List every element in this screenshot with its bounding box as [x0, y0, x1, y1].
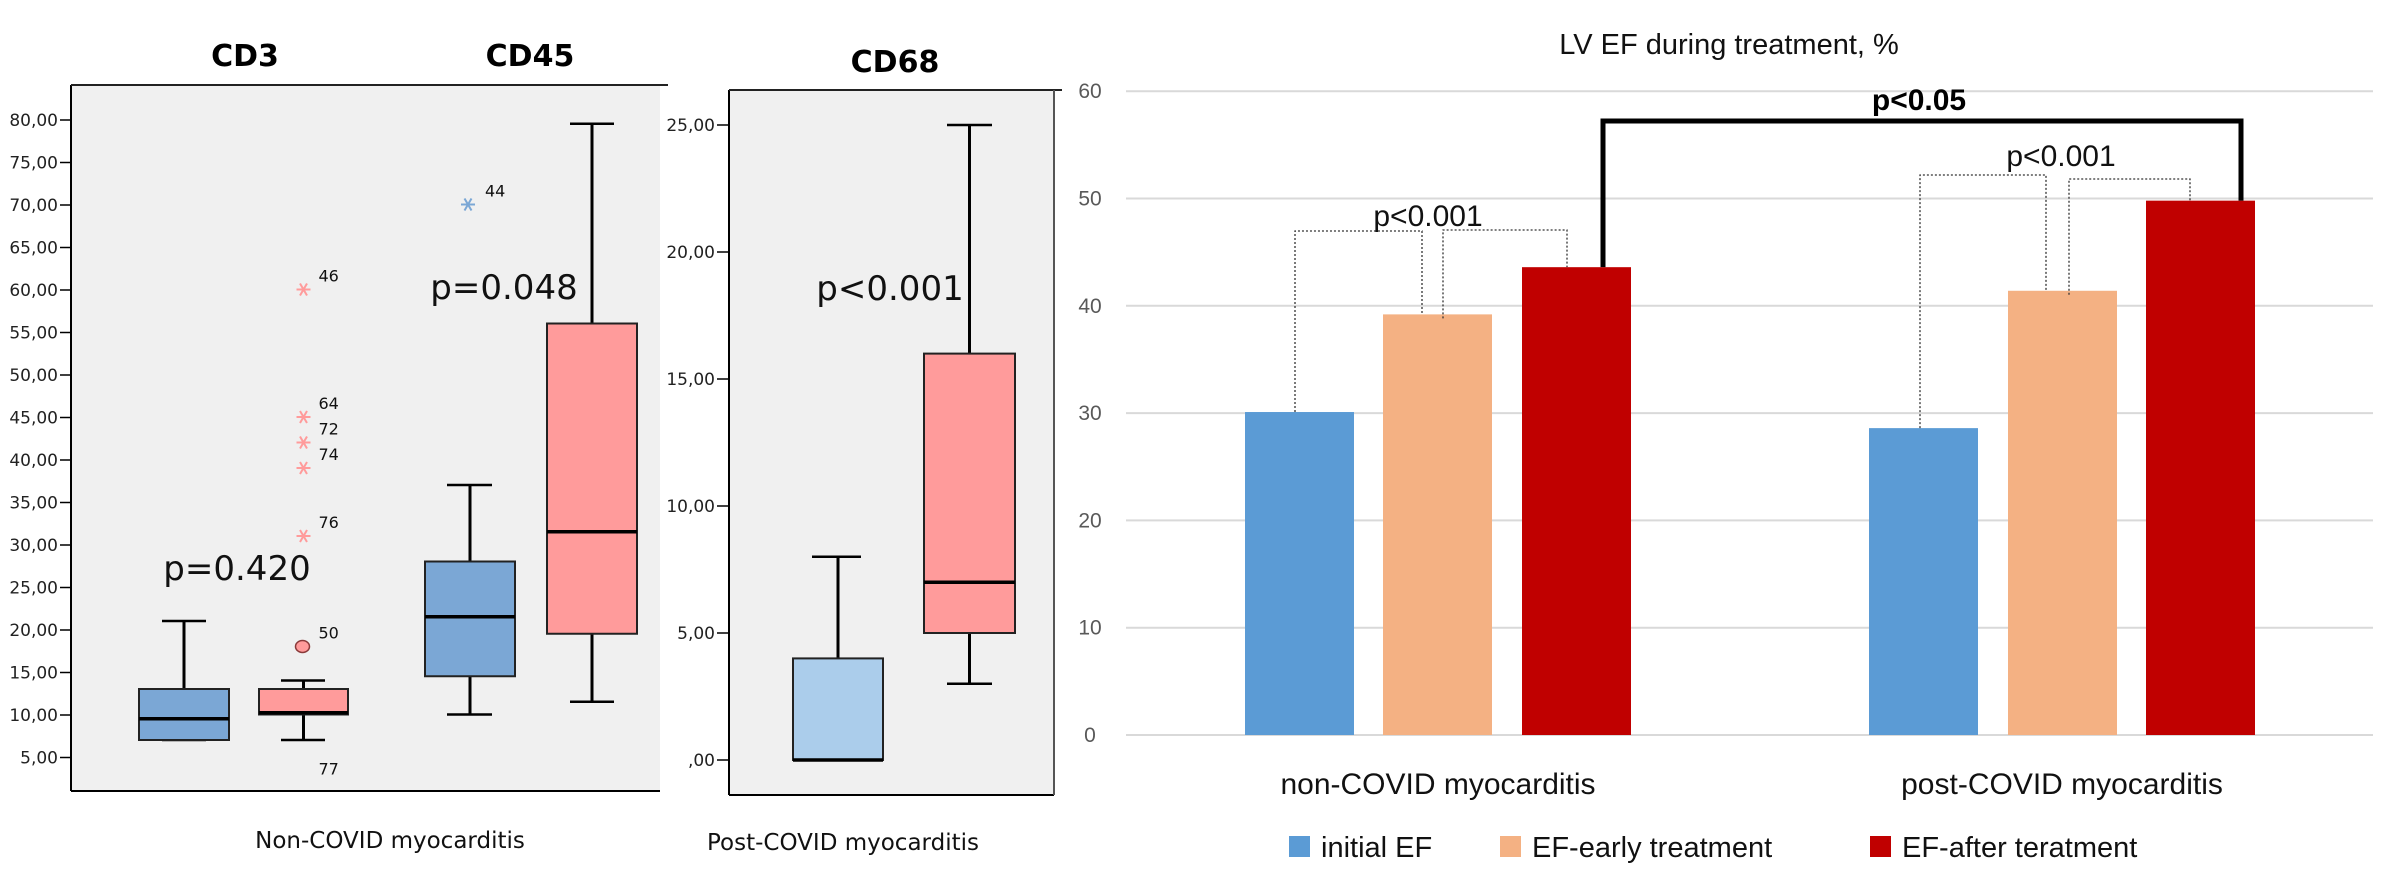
outlier-label: 44	[485, 182, 505, 201]
outlier-label: 46	[319, 267, 339, 286]
bar-ef-after-teratment	[2146, 200, 2255, 735]
x-axis-label: Non-COVID myocarditis	[255, 828, 525, 854]
box: 50 46 64 72 74 76 77	[258, 267, 349, 779]
outlier-star	[461, 197, 475, 212]
y-tick-label: 45,00	[9, 409, 58, 429]
bar-ef-early-treatment	[2008, 290, 2117, 735]
legend-swatch	[1500, 836, 1521, 857]
outlier-label: 77	[319, 760, 339, 779]
panel-title: CD68	[851, 45, 940, 80]
y-tick-label: 40	[1078, 295, 1101, 318]
outlier-label: 50	[319, 624, 339, 643]
legend-label: EF-after teratment	[1902, 832, 2137, 864]
p-value-label: p=0.048	[430, 268, 577, 308]
y-tick-label: 5,00	[677, 624, 715, 644]
outlier-star	[296, 461, 311, 475]
y-tick-label: 0	[1084, 724, 1096, 747]
y-tick-label: 20,00	[666, 243, 715, 263]
panel-title: CD45	[486, 39, 575, 74]
bar-initial-ef	[1869, 428, 1978, 735]
box-iqr	[138, 688, 230, 741]
dotted-bracket	[1919, 174, 2047, 429]
box	[923, 123, 1016, 686]
x-axis-label: Post-COVID myocarditis	[707, 830, 979, 856]
boxplot-chart-1: 80,00 75,00 70,00 65,00 60,00 55,00 50,00 45,00…	[9, 39, 668, 854]
y-tick-label: 20	[1078, 509, 1101, 532]
dotted-bracket	[1294, 230, 1423, 413]
legend-swatch	[1289, 836, 1310, 857]
y-tick-label: ,00	[688, 751, 715, 771]
outlier-star	[296, 282, 311, 297]
box-iqr	[258, 688, 349, 716]
dotted-bracket	[2068, 178, 2191, 295]
between-group-bracket	[1600, 118, 2244, 268]
bar-chart: LV EF during treatment, % 60 50 40 30 20 10 0 no…	[1053, 29, 2373, 864]
y-tick-label: 10,00	[9, 706, 58, 726]
box	[546, 122, 638, 703]
outlier-label: 76	[319, 513, 339, 532]
within-group-p-value: p<0.001	[1373, 200, 1482, 233]
bar-initial-ef	[1245, 412, 1354, 735]
y-tick-label: 40,00	[9, 451, 58, 471]
y-tick-label: 30,00	[9, 536, 58, 556]
y-tick-label: 50,00	[9, 366, 58, 386]
p-value-label: p=0.420	[163, 549, 310, 589]
box-iqr	[923, 352, 1016, 634]
box	[792, 555, 884, 762]
y-tick-label: 70,00	[9, 196, 58, 216]
y-tick-label: 10,00	[666, 497, 715, 517]
outlier-label: 64	[319, 394, 339, 413]
within-group-p-value: p<0.001	[2006, 140, 2115, 173]
chart-title: LV EF during treatment, %	[1559, 29, 1899, 61]
outlier-label: 72	[319, 420, 339, 439]
outlier-star	[296, 529, 311, 543]
category-label: post-COVID myocarditis	[1901, 768, 2223, 801]
bar-ef-early-treatment	[1383, 314, 1492, 735]
y-tick-label: 60,00	[9, 281, 58, 301]
y-tick-label: 75,00	[9, 154, 58, 174]
y-tick-label: 60	[1078, 80, 1101, 103]
between-group-p-value: p<0.05	[1872, 84, 1966, 117]
outlier-circle	[294, 639, 311, 654]
y-tick-label: 10	[1078, 617, 1101, 640]
y-tick-label: 25,00	[9, 579, 58, 599]
y-tick-label: 35,00	[9, 494, 58, 514]
legend-label: initial EF	[1321, 832, 1432, 864]
y-tick-label: 30	[1078, 402, 1101, 425]
outlier-star	[296, 410, 311, 424]
y-tick-label: 25,00	[666, 116, 715, 136]
box: 44	[424, 182, 516, 716]
outlier-label: 74	[319, 445, 339, 464]
y-tick-label: 80,00	[9, 111, 58, 131]
bar-ef-after-teratment	[1522, 267, 1631, 735]
y-tick-label: 65,00	[9, 239, 58, 259]
y-tick-label: 50	[1078, 188, 1101, 211]
boxplot-chart-2: 25,00 20,00 15,00 10,00 5,00 ,00 Post-COVID my…	[666, 45, 1062, 856]
y-tick-label: 20,00	[9, 621, 58, 641]
y-tick-label: 15,00	[666, 370, 715, 390]
legend-swatch	[1870, 836, 1891, 857]
outlier-star	[296, 435, 311, 450]
box	[138, 619, 230, 742]
box-iqr	[546, 322, 638, 635]
y-tick-label: 5,00	[20, 749, 58, 769]
p-value-label: p<0.001	[816, 269, 963, 309]
legend-label: EF-early treatment	[1532, 832, 1772, 864]
dotted-bracket	[1442, 229, 1568, 319]
category-label: non-COVID myocarditis	[1280, 768, 1595, 801]
y-tick-label: 55,00	[9, 324, 58, 344]
y-tick-label: 15,00	[9, 664, 58, 684]
box-iqr	[424, 560, 516, 678]
panel-title: CD3	[211, 39, 279, 74]
box-iqr	[792, 657, 884, 762]
